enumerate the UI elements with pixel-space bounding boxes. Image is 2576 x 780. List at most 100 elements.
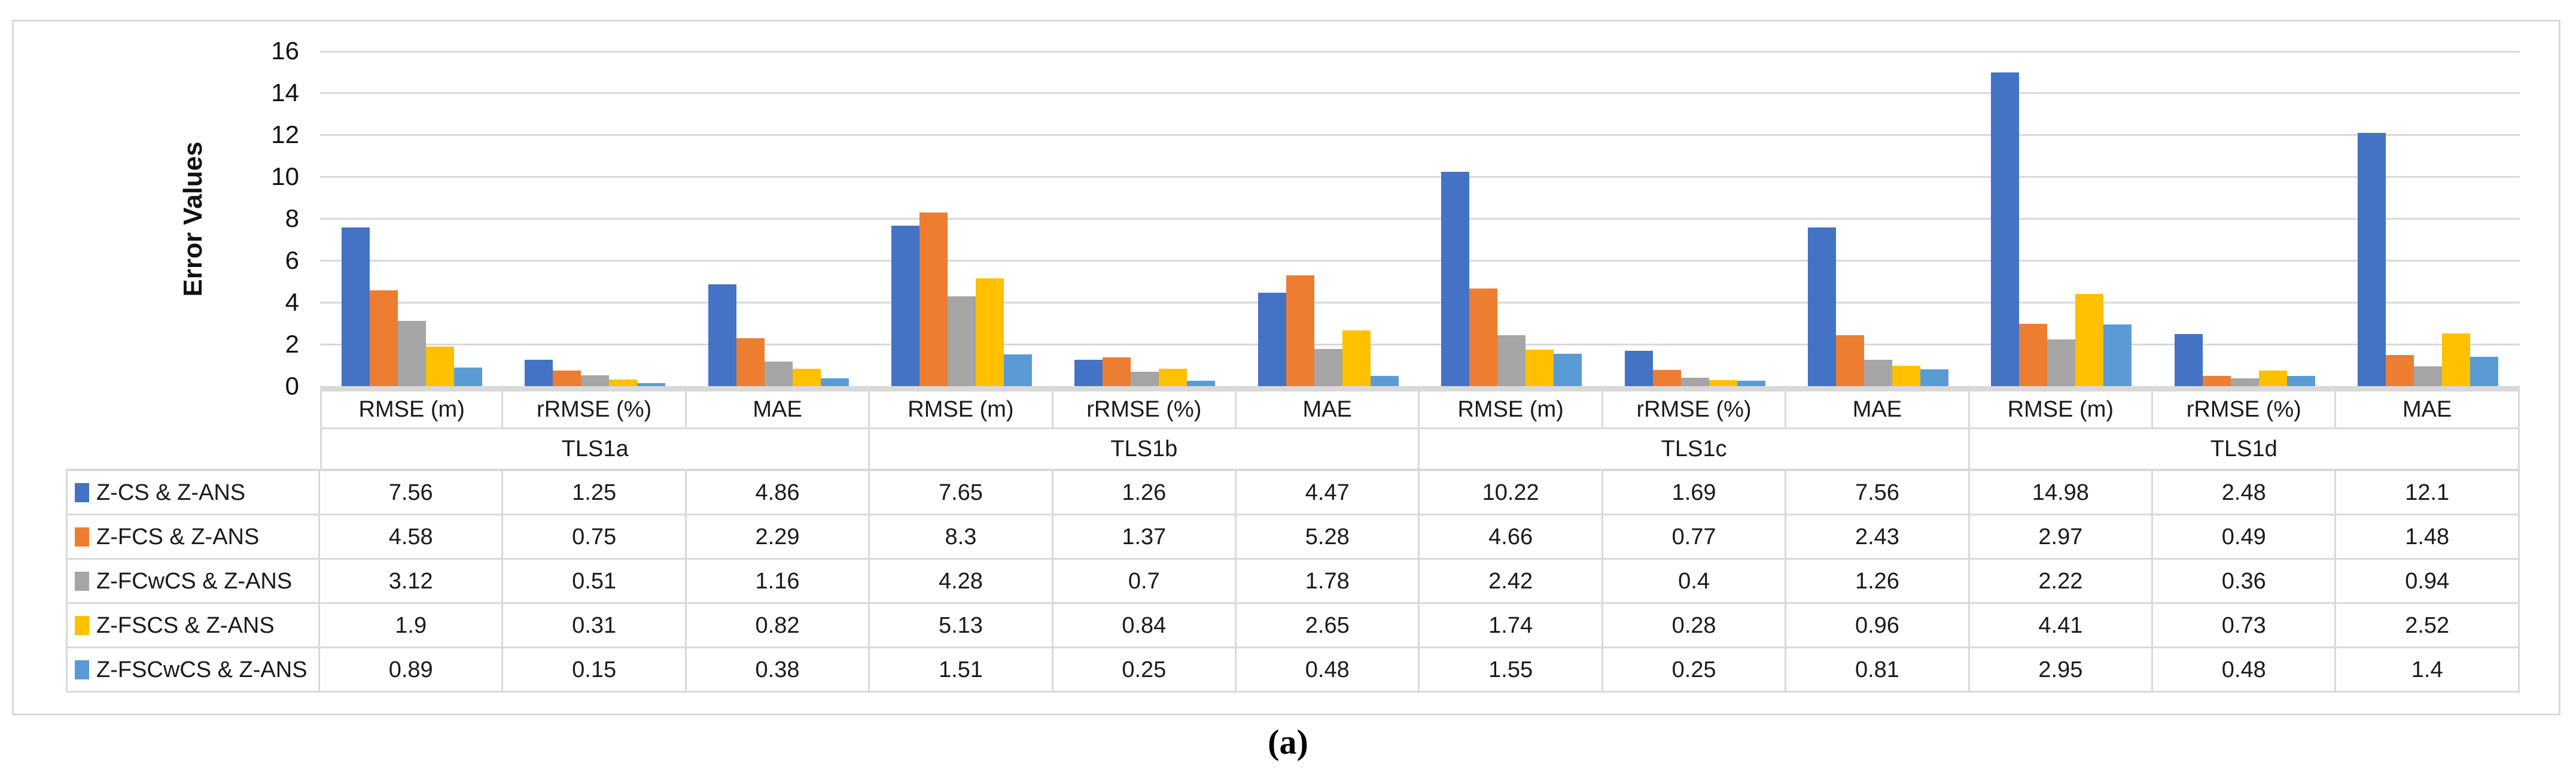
- legend-cell: Z-FSCS & Z-ANS: [66, 604, 320, 648]
- bar-group: [1786, 51, 1969, 386]
- legend-swatch: [75, 527, 89, 547]
- bar: [947, 296, 976, 386]
- value-cell: 7.56: [1786, 471, 1970, 515]
- value-cell: 0.15: [503, 648, 687, 693]
- bar: [553, 370, 581, 386]
- value-cell: 4.66: [1420, 515, 1603, 560]
- bar: [1892, 366, 1920, 386]
- bar: [1159, 368, 1187, 386]
- bar-group: [1603, 51, 1786, 386]
- bar: [2202, 375, 2231, 386]
- value-cell: 2.48: [2153, 471, 2337, 515]
- value-cell: 1.26: [1786, 560, 1970, 604]
- metric-header-cell: RMSE (m): [870, 386, 1053, 429]
- value-cell: 1.25: [503, 471, 687, 515]
- gridline: [320, 344, 2520, 345]
- y-tick-label: 0: [285, 372, 299, 400]
- value-cell: 1.78: [1237, 560, 1420, 604]
- legend-cell: Z-FSCwCS & Z-ANS: [66, 648, 320, 693]
- value-cell: 0.81: [1786, 648, 1970, 693]
- value-cell: 1.4: [2336, 648, 2520, 693]
- legend-cell: Z-FCS & Z-ANS: [66, 515, 320, 560]
- metric-header-cell: rRMSE (%): [1603, 386, 1787, 429]
- y-tick-label: 2: [285, 330, 299, 358]
- legend-series-label: Z-FSCwCS & Z-ANS: [96, 657, 307, 682]
- value-cell: 1.37: [1053, 515, 1237, 560]
- bar: [1835, 335, 1864, 386]
- legend-series-label: Z-FSCS & Z-ANS: [96, 612, 275, 638]
- bar: [891, 226, 919, 386]
- bar: [1314, 348, 1342, 386]
- metric-header-cell: MAE: [2336, 386, 2520, 429]
- plot-area: [320, 51, 2520, 386]
- value-cell: 10.22: [1420, 471, 1603, 515]
- legend-series-label: Z-FCS & Z-ANS: [96, 524, 260, 550]
- metric-header-cell: RMSE (m): [1420, 386, 1603, 429]
- value-cell: 2.52: [2336, 604, 2520, 648]
- value-cell: 0.4: [1603, 560, 1787, 604]
- value-cell: 0.31: [503, 604, 687, 648]
- metric-header-cell: MAE: [686, 386, 870, 429]
- value-cell: 0.48: [2153, 648, 2337, 693]
- value-cell: 0.7: [1053, 560, 1237, 604]
- value-cell: 1.69: [1603, 471, 1787, 515]
- bar: [1680, 378, 1709, 386]
- value-cell: 2.97: [1969, 515, 2154, 560]
- bar: [1469, 288, 1498, 386]
- bar: [1257, 292, 1286, 386]
- value-cell: 8.3: [870, 515, 1053, 560]
- y-tick-label: 12: [271, 120, 299, 148]
- value-cell: 2.95: [1969, 648, 2154, 693]
- bar: [525, 360, 553, 386]
- bar-group: [1420, 51, 1603, 386]
- gridline: [320, 134, 2520, 136]
- table-corner-cell: [66, 386, 320, 471]
- bar: [1525, 350, 1554, 386]
- tls-group-header-cell: TLS1d: [1969, 429, 2520, 471]
- gridline: [320, 218, 2520, 220]
- value-cell: 5.28: [1237, 515, 1420, 560]
- value-cell: 2.42: [1420, 560, 1603, 604]
- bar: [453, 367, 482, 386]
- bar: [1807, 227, 1836, 386]
- bar: [764, 362, 793, 386]
- value-cell: 3.12: [320, 560, 504, 604]
- metric-header-cell: RMSE (m): [320, 386, 504, 429]
- bar: [397, 320, 426, 386]
- metric-header-cell: rRMSE (%): [2153, 386, 2337, 429]
- bar-group: [2337, 51, 2520, 386]
- value-cell: 0.89: [320, 648, 504, 693]
- figure-caption: (a): [1268, 723, 1308, 761]
- bar: [1737, 381, 1765, 386]
- legend-cell: Z-CS & Z-ANS: [66, 471, 320, 515]
- value-cell: 14.98: [1969, 471, 2154, 515]
- bar-group: [320, 51, 503, 386]
- value-cell: 0.49: [2153, 515, 2337, 560]
- value-cell: 0.48: [1237, 648, 1420, 693]
- value-cell: 0.36: [2153, 560, 2337, 604]
- value-cell: 0.25: [1053, 648, 1237, 693]
- gridline: [320, 176, 2520, 178]
- gridline: [320, 51, 2520, 53]
- bar: [2286, 376, 2315, 386]
- bar: [2047, 339, 2076, 386]
- bar-group: [503, 51, 686, 386]
- y-tick-label: 6: [285, 246, 299, 274]
- value-cell: 0.73: [2153, 604, 2337, 648]
- legend-series-label: Z-FCwCS & Z-ANS: [96, 568, 293, 594]
- bar: [581, 375, 610, 386]
- value-cell: 0.38: [686, 648, 870, 693]
- value-cell: 0.51: [503, 560, 687, 604]
- bar: [2470, 357, 2499, 386]
- value-cell: 0.94: [2336, 560, 2520, 604]
- bar: [2230, 378, 2259, 386]
- bar: [2174, 334, 2203, 386]
- value-cell: 4.41: [1969, 604, 2154, 648]
- value-cell: 1.51: [870, 648, 1053, 693]
- bar: [1286, 275, 1314, 386]
- gridline: [320, 260, 2520, 262]
- value-cell: 0.77: [1603, 515, 1787, 560]
- value-cell: 0.84: [1053, 604, 1237, 648]
- legend-swatch: [75, 571, 89, 591]
